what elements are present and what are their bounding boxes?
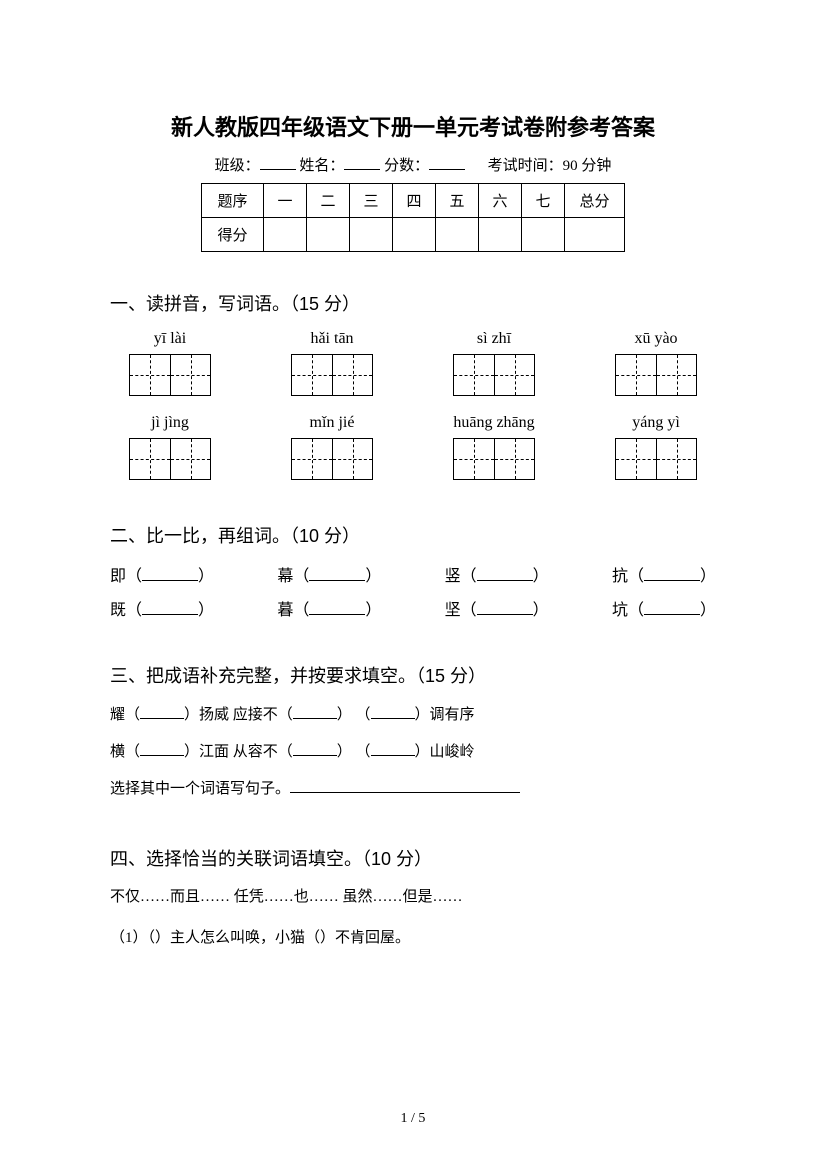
pinyin-label: hǎi tān [310,330,353,348]
char-box[interactable] [615,438,697,480]
idiom-line: 横（）江面 从容不（） （）山峻岭 [110,739,716,766]
compare-item: 竖（） [445,562,549,586]
fill-blank[interactable] [371,743,415,756]
pinyin-item: mǐn jié [272,414,392,480]
fill-blank[interactable] [142,567,198,581]
exam-header-line: 班级： 姓名： 分数： 考试时间：90 分钟 [110,154,716,175]
fill-blank[interactable] [371,706,415,719]
table-row: 题序 一 二 三 四 五 六 七 总分 [202,184,625,218]
char-box[interactable] [453,438,535,480]
col-header: 七 [522,184,565,218]
pinyin-item: jì jìng [110,414,230,480]
compare-row: 既（） 暮（） 坚（） 坑（） [110,596,716,620]
pinyin-row: jì jìng mǐn jié huāng zhāng yáng yì [110,414,716,480]
fill-blank[interactable] [142,601,198,615]
pinyin-label: mǐn jié [310,414,355,432]
score-blank[interactable] [429,156,465,170]
fill-blank[interactable] [140,706,184,719]
pinyin-label: sì zhī [477,330,511,348]
fill-blank[interactable] [309,567,365,581]
name-blank[interactable] [344,156,380,170]
fill-blank[interactable] [293,706,337,719]
page-title: 新人教版四年级语文下册一单元考试卷附参考答案 [110,110,716,142]
conjunction-options: 不仅……而且…… 任凭……也…… 虽然……但是…… [110,885,716,906]
compare-item: 幕（） [277,562,381,586]
col-header: 四 [393,184,436,218]
pinyin-label: huāng zhāng [453,414,534,432]
section-3-heading: 三、把成语补充完整，并按要求填空。（15 分） [110,662,716,688]
pinyin-item: yī lài [110,330,230,396]
table-row: 得分 [202,218,625,252]
page-footer: 1 / 5 [0,1111,826,1127]
col-header: 六 [479,184,522,218]
pinyin-label: jì jìng [151,414,189,432]
compare-item: 坚（） [445,596,549,620]
idiom-sentence-prompt: 选择其中一个词语写句子。 [110,776,716,803]
pinyin-row: yī lài hǎi tān sì zhī xū yào [110,330,716,396]
score-cell[interactable] [307,218,350,252]
fill-blank[interactable] [644,567,700,581]
score-cell[interactable] [393,218,436,252]
fill-blank[interactable] [644,601,700,615]
pinyin-item: hǎi tān [272,330,392,396]
pinyin-label: yī lài [154,330,186,348]
row-label: 题序 [202,184,264,218]
class-label: 班级： [215,158,260,174]
time-label: 考试时间：90 分钟 [488,158,612,174]
pinyin-item: yáng yì [596,414,716,480]
score-cell[interactable] [479,218,522,252]
char-box[interactable] [291,438,373,480]
score-table: 题序 一 二 三 四 五 六 七 总分 得分 [201,183,625,252]
pinyin-item: xū yào [596,330,716,396]
char-box[interactable] [129,354,211,396]
pinyin-label: xū yào [634,330,677,348]
fill-blank[interactable] [477,601,533,615]
char-box[interactable] [129,438,211,480]
compare-item: 抗（） [612,562,716,586]
fill-blank[interactable] [140,743,184,756]
char-box[interactable] [291,354,373,396]
pinyin-label: yáng yì [632,414,680,432]
score-cell[interactable] [436,218,479,252]
total-header: 总分 [565,184,625,218]
compare-item: 坑（） [612,596,716,620]
compare-row: 即（） 幕（） 竖（） 抗（） [110,562,716,586]
fill-blank[interactable] [309,601,365,615]
idiom-line: 耀（）扬威 应接不（） （）调有序 [110,702,716,729]
compare-item: 既（） [110,596,214,620]
col-header: 一 [264,184,307,218]
compare-item: 暮（） [277,596,381,620]
compare-item: 即（） [110,562,214,586]
section-2-heading: 二、比一比，再组词。（10 分） [110,522,716,548]
pinyin-item: sì zhī [434,330,554,396]
question-1: （1）（）主人怎么叫唤，小猫（）不肯回屋。 [110,926,716,947]
fill-blank-long[interactable] [290,780,520,793]
name-label: 姓名： [299,158,344,174]
score-cell[interactable] [264,218,307,252]
char-box[interactable] [615,354,697,396]
class-blank[interactable] [260,156,296,170]
char-box[interactable] [453,354,535,396]
section-4-heading: 四、选择恰当的关联词语填空。（10 分） [110,845,716,871]
col-header: 二 [307,184,350,218]
total-cell[interactable] [565,218,625,252]
pinyin-item: huāng zhāng [434,414,554,480]
fill-blank[interactable] [477,567,533,581]
fill-blank[interactable] [293,743,337,756]
row-label: 得分 [202,218,264,252]
score-cell[interactable] [350,218,393,252]
col-header: 三 [350,184,393,218]
section-1-heading: 一、读拼音，写词语。（15 分） [110,290,716,316]
score-cell[interactable] [522,218,565,252]
score-label: 分数： [384,158,429,174]
col-header: 五 [436,184,479,218]
